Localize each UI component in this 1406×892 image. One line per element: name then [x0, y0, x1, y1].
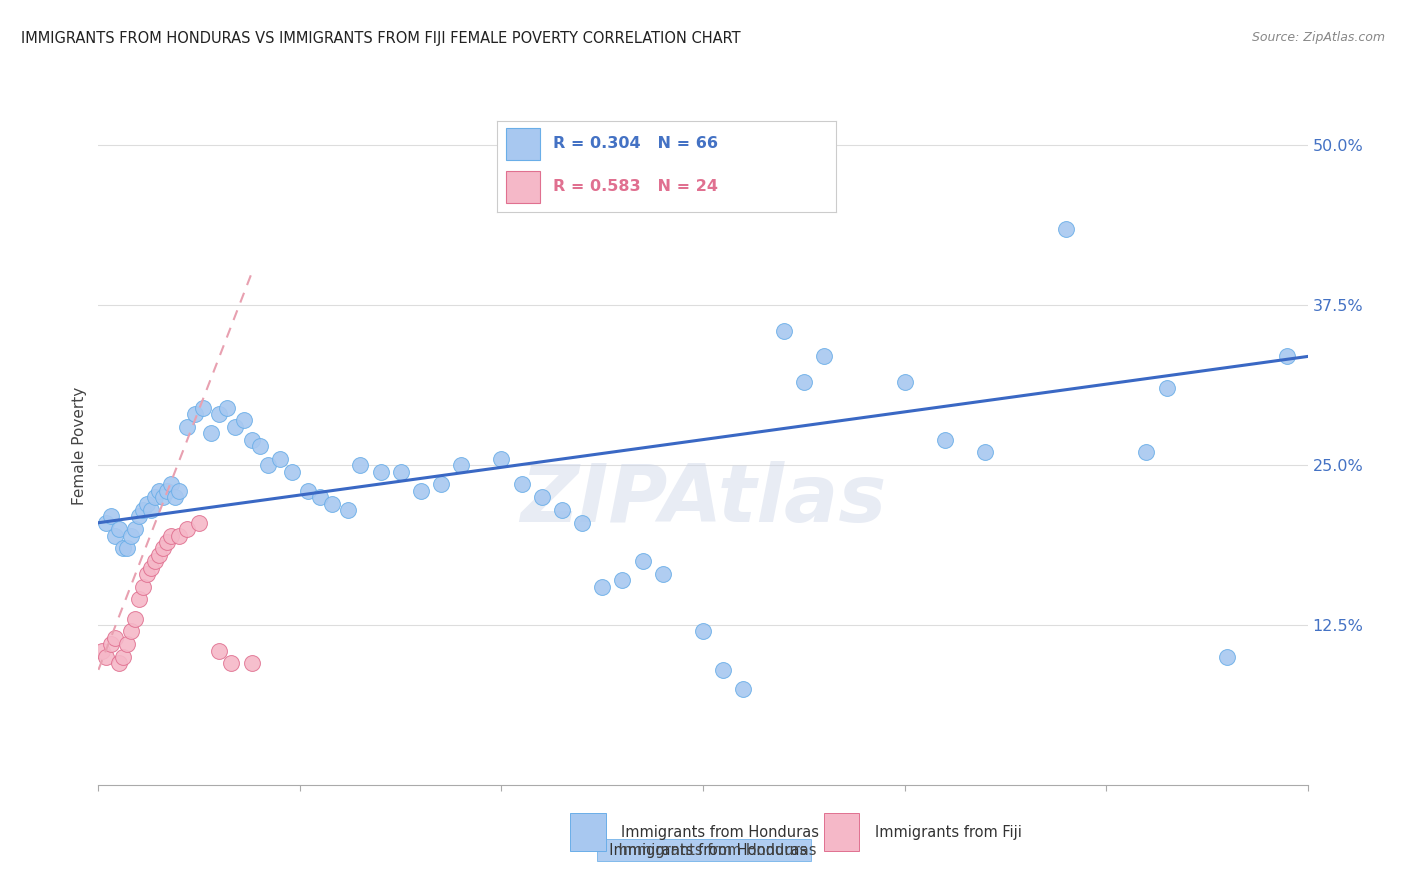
- Point: [612, 574, 634, 588]
- Point: [530, 490, 553, 504]
- Point: [591, 580, 613, 594]
- Point: [115, 637, 138, 651]
- Point: [430, 477, 453, 491]
- Point: [974, 445, 997, 459]
- Point: [132, 503, 155, 517]
- Point: [349, 458, 371, 473]
- Point: [208, 407, 231, 421]
- Point: [107, 657, 129, 671]
- Point: [100, 637, 122, 651]
- Point: [571, 516, 593, 530]
- Point: [240, 657, 263, 671]
- Point: [156, 483, 179, 498]
- Point: [120, 624, 142, 639]
- Point: [100, 509, 122, 524]
- Point: [221, 657, 243, 671]
- Point: [176, 522, 198, 536]
- Point: [160, 528, 183, 542]
- Point: [128, 592, 150, 607]
- Point: [103, 528, 125, 542]
- Point: [1054, 221, 1077, 235]
- Point: [184, 407, 207, 421]
- Point: [193, 401, 215, 415]
- Point: [208, 643, 231, 657]
- Point: [337, 503, 360, 517]
- Point: [1135, 445, 1157, 459]
- Point: [156, 535, 179, 549]
- Point: [813, 350, 835, 364]
- Point: [96, 516, 118, 530]
- Point: [111, 650, 134, 665]
- Point: [200, 426, 222, 441]
- Point: [309, 490, 332, 504]
- Text: Immigrants from Honduras: Immigrants from Honduras: [600, 843, 817, 857]
- Point: [1216, 650, 1239, 665]
- Point: [120, 528, 142, 542]
- Point: [139, 503, 162, 517]
- Point: [103, 631, 125, 645]
- Point: [249, 439, 271, 453]
- Text: IMMIGRANTS FROM HONDURAS VS IMMIGRANTS FROM FIJI FEMALE POVERTY CORRELATION CHAR: IMMIGRANTS FROM HONDURAS VS IMMIGRANTS F…: [21, 31, 741, 46]
- Text: Source: ZipAtlas.com: Source: ZipAtlas.com: [1251, 31, 1385, 45]
- Point: [163, 490, 186, 504]
- Point: [409, 483, 432, 498]
- Point: [1277, 350, 1299, 364]
- Point: [115, 541, 138, 556]
- Point: [1156, 381, 1178, 395]
- Y-axis label: Female Poverty: Female Poverty: [72, 387, 87, 505]
- Point: [793, 375, 815, 389]
- Point: [124, 522, 146, 536]
- Point: [256, 458, 278, 473]
- Point: [188, 516, 211, 530]
- Point: [160, 477, 183, 491]
- Point: [107, 522, 129, 536]
- Point: [224, 419, 246, 434]
- Point: [111, 541, 134, 556]
- Point: [124, 612, 146, 626]
- Point: [772, 324, 794, 338]
- Text: Immigrants from Honduras: Immigrants from Honduras: [600, 843, 807, 857]
- Point: [135, 566, 157, 581]
- Point: [733, 681, 755, 696]
- Point: [143, 554, 166, 568]
- Point: [692, 624, 714, 639]
- Point: [934, 433, 956, 447]
- Point: [491, 451, 513, 466]
- Point: [143, 490, 166, 504]
- Point: [269, 451, 291, 466]
- Point: [389, 465, 412, 479]
- Point: [167, 528, 190, 542]
- Point: [651, 566, 673, 581]
- Point: [132, 580, 155, 594]
- Point: [281, 465, 304, 479]
- Point: [893, 375, 915, 389]
- Point: [321, 497, 343, 511]
- Point: [148, 548, 170, 562]
- Point: [631, 554, 654, 568]
- Point: [91, 643, 114, 657]
- Point: [152, 541, 174, 556]
- Point: [232, 413, 254, 427]
- Point: [176, 419, 198, 434]
- Point: [135, 497, 157, 511]
- Point: [128, 509, 150, 524]
- Point: [96, 650, 118, 665]
- Point: [297, 483, 319, 498]
- Point: [217, 401, 239, 415]
- Point: [167, 483, 190, 498]
- Point: [711, 663, 734, 677]
- Point: [139, 560, 162, 574]
- Text: ZIPAtlas: ZIPAtlas: [520, 461, 886, 540]
- Point: [450, 458, 472, 473]
- Point: [152, 490, 174, 504]
- Point: [240, 433, 263, 447]
- Point: [370, 465, 392, 479]
- Point: [510, 477, 533, 491]
- Point: [148, 483, 170, 498]
- Point: [551, 503, 574, 517]
